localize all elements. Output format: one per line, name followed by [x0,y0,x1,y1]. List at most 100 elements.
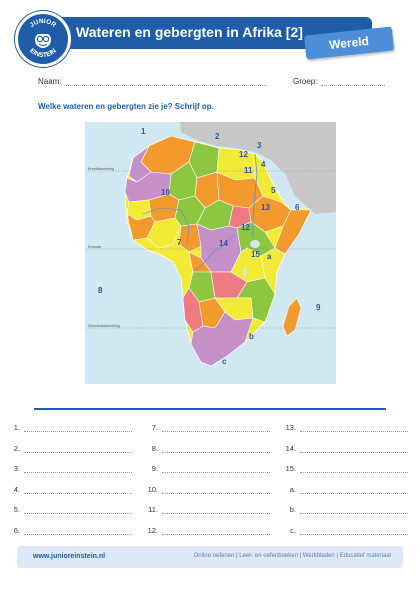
answer-number: 8. [151,443,158,453]
marker-12-north: 12 [239,150,248,159]
name-label: Naam: [38,77,62,86]
marker-15: 15 [251,250,260,259]
answer-line[interactable] [162,472,270,473]
marker-6: 6 [295,203,300,212]
marker-9: 9 [316,303,321,312]
svg-text:JUNIOR: JUNIOR [29,18,58,29]
answer-line[interactable] [24,492,132,494]
answer-row: b. [278,505,410,515]
answer-row: 4. [2,485,134,495]
answer-line[interactable] [300,533,408,535]
answer-row: 2. [2,444,134,454]
marker-13: 13 [261,203,270,212]
lake-tanganyika [243,266,247,278]
junior-einstein-logo[interactable]: JUNIOR EINSTEIN [15,11,71,67]
answer-line[interactable] [24,513,132,514]
marker-12-south: 12 [241,223,250,232]
answer-number: 13. [285,423,296,432]
answer-line[interactable] [300,472,408,473]
river-congo [194,233,236,271]
answer-number: b. [289,505,296,514]
answer-row: 14. [278,444,410,454]
arabia-land [285,156,336,214]
answer-row: 13. [278,423,410,433]
country-south-africa [190,311,254,367]
group-field[interactable] [321,85,385,86]
marker-8: 8 [98,286,103,295]
instruction: Welke wateren en gebergten zie je? Schri… [38,102,214,111]
answer-number: 6. [13,525,20,535]
answer-number: 12. [147,525,158,535]
answer-line[interactable] [24,431,132,432]
answer-row: 6. [2,526,134,536]
answer-row: 15. [278,464,410,474]
svg-text:EINSTEIN: EINSTEIN [28,47,58,59]
answer-row: 10. [140,485,272,495]
answer-number: a. [289,484,296,494]
label-tropic-of-cancer: Kreeftskeerkring [88,167,114,171]
answer-number: 2. [13,443,20,453]
answer-number: 7. [151,423,158,432]
answer-line[interactable] [162,451,270,453]
group-label: Groep: [293,77,318,86]
answer-row: 8. [140,444,272,454]
section-divider [34,408,386,410]
lake-victoria [250,240,260,248]
answer-number: 10. [147,484,158,494]
answer-row: 7. [140,423,272,433]
marker-1: 1 [141,127,146,136]
answer-line[interactable] [300,513,408,514]
label-tropic-of-capricorn: Steenbokskeerkring [88,324,120,328]
marker-14: 14 [219,239,228,248]
river-nile [252,153,258,238]
answer-number: 4. [13,484,20,494]
logo-text-bottom: EINSTEIN [28,47,58,59]
logo-text-top: JUNIOR [29,18,58,29]
marker-3: 3 [257,141,262,150]
marker-10: 10 [161,188,170,197]
answer-number: 1. [13,423,20,432]
answer-number: 5. [13,505,20,514]
answer-number: 15. [285,464,296,473]
marker-4: 4 [261,160,266,169]
footer-links[interactable]: Online oefenen | Leer- en oefenboeken | … [193,553,391,559]
answer-line[interactable] [162,492,270,494]
label-equator: Evenaar [88,245,102,249]
header: Wateren en gebergten in Afrika [2] JUNIO… [0,0,420,67]
name-field[interactable] [64,85,267,86]
answer-number: 9. [151,464,158,473]
madagascar [282,297,302,337]
answer-line[interactable] [300,451,408,453]
marker-b: b [249,332,254,341]
answer-row: 12. [140,526,272,536]
answer-line[interactable] [162,533,270,535]
page-title: Wateren en gebergten in Afrika [2] [76,24,303,40]
answer-row: 3. [2,464,134,474]
answer-line[interactable] [162,513,270,514]
title-banner: Wateren en gebergten in Afrika [2] [40,17,372,49]
answer-line[interactable] [24,451,132,453]
answer-line[interactable] [24,472,132,473]
answer-line[interactable] [300,431,408,432]
marker-2: 2 [215,132,220,141]
footer: www.junioreinstein.nl Online oefenen | L… [17,546,403,568]
footer-url[interactable]: www.junioreinstein.nl [33,553,106,560]
answer-row: a. [278,485,410,495]
river-niger [142,207,190,245]
answer-line[interactable] [24,533,132,535]
country-somalia [274,209,312,255]
marker-11: 11 [244,166,253,175]
marker-a: a [267,252,272,261]
marker-7: 7 [177,238,182,247]
marker-5: 5 [271,186,276,195]
africa-map: Kreeftskeerkring Evenaar Steenbokskeerkr… [85,122,336,384]
answer-number: 11. [148,505,158,514]
answer-row: 1. [2,423,134,433]
answer-number: 3. [13,464,20,473]
answer-line[interactable] [300,492,408,494]
marker-c: c [222,357,227,366]
answer-row: 9. [140,464,272,474]
answer-number: 14. [285,443,296,453]
answer-line[interactable] [162,431,270,432]
africa-map-svg: Kreeftskeerkring Evenaar Steenbokskeerkr… [85,122,336,384]
